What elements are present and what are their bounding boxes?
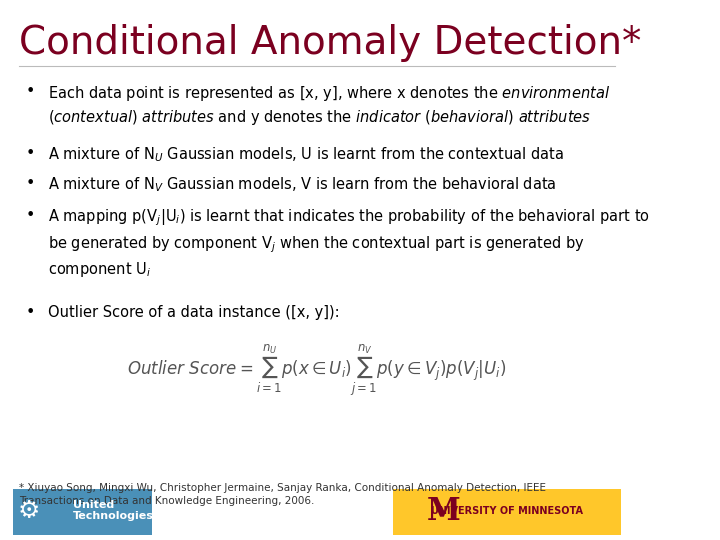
Text: M: M — [427, 496, 461, 527]
Text: A mixture of N$_U$ Gaussian models, U is learnt from the contextual data: A mixture of N$_U$ Gaussian models, U is… — [48, 146, 564, 165]
Text: •: • — [25, 176, 35, 191]
Text: •: • — [25, 84, 35, 99]
Text: United
Technologies: United Technologies — [73, 500, 154, 521]
FancyBboxPatch shape — [393, 489, 621, 535]
Text: A mixture of N$_V$ Gaussian models, V is learn from the behavioral data: A mixture of N$_V$ Gaussian models, V is… — [48, 176, 556, 194]
Text: $\mathit{Outlier\ Score} = \sum_{i=1}^{n_U} p(x \in U_i) \sum_{j=1}^{n_V} p(y \i: $\mathit{Outlier\ Score} = \sum_{i=1}^{n… — [127, 343, 507, 399]
Text: •: • — [25, 208, 35, 223]
Text: * Xiuyao Song, Mingxi Wu, Christopher Jermaine, Sanjay Ranka, Conditional Anomal: * Xiuyao Song, Mingxi Wu, Christopher Je… — [19, 483, 546, 507]
Text: •: • — [25, 305, 35, 320]
Text: •: • — [25, 146, 35, 161]
Text: ⚙: ⚙ — [17, 500, 40, 523]
Text: Each data point is represented as [x, y], where x denotes the $\it{environmental: Each data point is represented as [x, y]… — [48, 84, 610, 127]
Text: A mapping p(V$_j$|U$_i$) is learnt that indicates the probability of the behavio: A mapping p(V$_j$|U$_i$) is learnt that … — [48, 208, 649, 279]
FancyBboxPatch shape — [13, 489, 152, 535]
Text: UNIVERSITY OF MINNESOTA: UNIVERSITY OF MINNESOTA — [431, 507, 583, 516]
Text: Conditional Anomaly Detection*: Conditional Anomaly Detection* — [19, 24, 642, 62]
Text: Outlier Score of a data instance ([x, y]):: Outlier Score of a data instance ([x, y]… — [48, 305, 339, 320]
